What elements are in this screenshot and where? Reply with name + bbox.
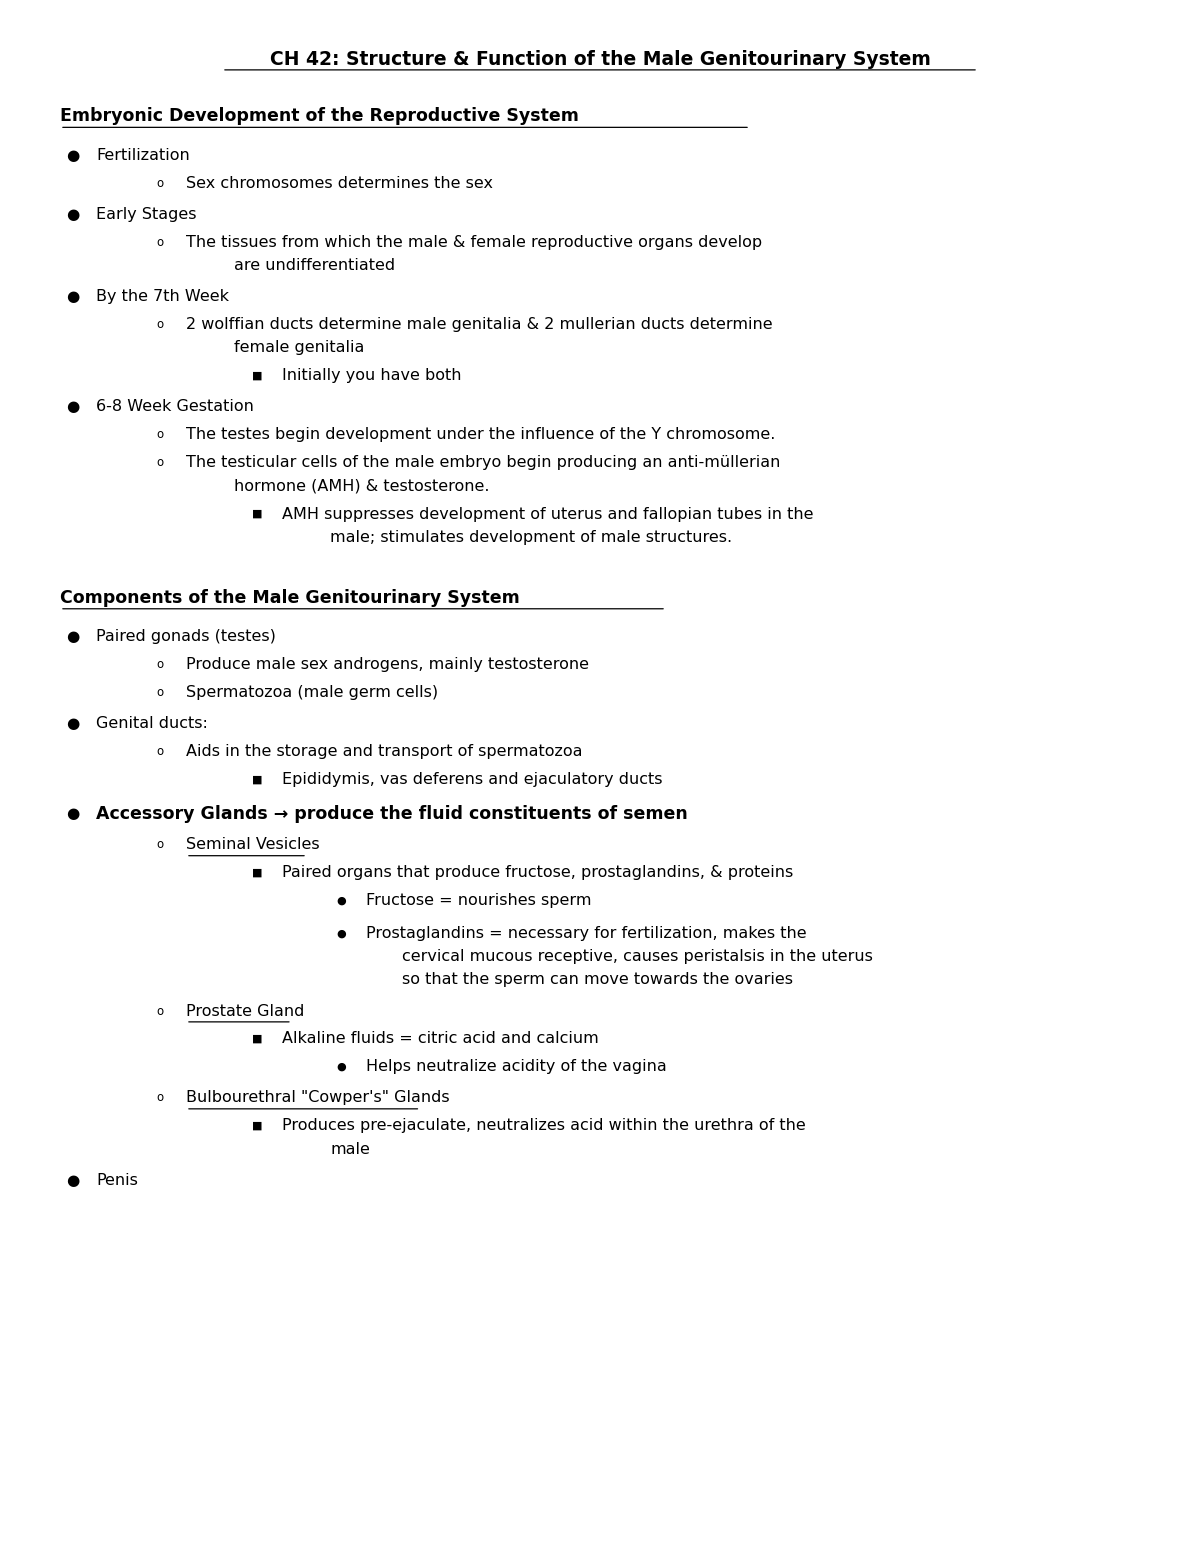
Text: Produce male sex androgens, mainly testosterone: Produce male sex androgens, mainly testo… [186,657,589,672]
Text: ■: ■ [252,1034,263,1044]
Text: Seminal Vesicles: Seminal Vesicles [186,837,319,853]
Text: 2 wolffian ducts determine male genitalia & 2 mullerian ducts determine: 2 wolffian ducts determine male genitali… [186,317,773,332]
Text: o: o [156,429,163,441]
Text: Initially you have both: Initially you have both [282,368,462,384]
Text: ●: ● [66,148,79,163]
Text: o: o [156,236,163,248]
Text: ●: ● [66,629,79,644]
Text: ■: ■ [252,509,263,519]
Text: o: o [156,1005,163,1017]
Text: male: male [330,1141,370,1157]
Text: o: o [156,457,163,469]
Text: Prostate Gland: Prostate Gland [186,1003,310,1019]
Text: o: o [156,839,163,851]
Text: Penis: Penis [96,1173,138,1188]
Text: ■: ■ [252,775,263,784]
Text: so that the sperm can move towards the ovaries: so that the sperm can move towards the o… [402,972,793,988]
Text: Early Stages: Early Stages [96,207,197,222]
Text: ●: ● [66,1173,79,1188]
Text: ●: ● [66,716,79,731]
Text: Accessory Glands → produce the fluid constituents of semen: Accessory Glands → produce the fluid con… [96,804,688,823]
Text: 6-8 Week Gestation: 6-8 Week Gestation [96,399,254,415]
Text: female genitalia: female genitalia [234,340,365,356]
Text: AMH suppresses development of uterus and fallopian tubes in the: AMH suppresses development of uterus and… [282,506,814,522]
Text: Helps neutralize acidity of the vagina: Helps neutralize acidity of the vagina [366,1059,667,1075]
Text: male; stimulates development of male structures.: male; stimulates development of male str… [330,530,732,545]
Text: ■: ■ [252,1121,263,1131]
Text: By the 7th Week: By the 7th Week [96,289,229,304]
Text: Aids in the storage and transport of spermatozoa: Aids in the storage and transport of spe… [186,744,582,759]
Text: Bulbourethral "Cowper's" Glands: Bulbourethral "Cowper's" Glands [186,1090,450,1106]
Text: Sex chromosomes determines the sex: Sex chromosomes determines the sex [186,175,493,191]
Text: o: o [156,318,163,331]
Text: Produces pre-ejaculate, neutralizes acid within the urethra of the: Produces pre-ejaculate, neutralizes acid… [282,1118,805,1134]
Text: cervical mucous receptive, causes peristalsis in the uterus: cervical mucous receptive, causes perist… [402,949,872,964]
Text: o: o [156,745,163,758]
Text: o: o [156,658,163,671]
Text: Fructose = nourishes sperm: Fructose = nourishes sperm [366,893,592,909]
Text: CH 42: Structure & Function of the Male Genitourinary System: CH 42: Structure & Function of the Male … [270,50,930,68]
Text: Epididymis, vas deferens and ejaculatory ducts: Epididymis, vas deferens and ejaculatory… [282,772,662,787]
Text: Paired gonads (testes): Paired gonads (testes) [96,629,276,644]
Text: Spermatozoa (male germ cells): Spermatozoa (male germ cells) [186,685,438,700]
Text: hormone (AMH) & testosterone.: hormone (AMH) & testosterone. [234,478,490,494]
Text: Alkaline fluids = citric acid and calcium: Alkaline fluids = citric acid and calciu… [282,1031,599,1047]
Text: Paired organs that produce fructose, prostaglandins, & proteins: Paired organs that produce fructose, pro… [282,865,793,881]
Text: ●: ● [66,806,79,822]
Text: o: o [156,1092,163,1104]
Text: ●: ● [336,1062,346,1072]
Text: The testes begin development under the influence of the Y chromosome.: The testes begin development under the i… [186,427,775,443]
Text: are undifferentiated: are undifferentiated [234,258,395,273]
Text: ■: ■ [252,868,263,877]
Text: The tissues from which the male & female reproductive organs develop: The tissues from which the male & female… [186,235,762,250]
Text: The testicular cells of the male embryo begin producing an anti-müllerian: The testicular cells of the male embryo … [186,455,780,471]
Text: ●: ● [66,207,79,222]
Text: o: o [156,686,163,699]
Text: Prostaglandins = necessary for fertilization, makes the: Prostaglandins = necessary for fertiliza… [366,926,806,941]
Text: Components of the Male Genitourinary System: Components of the Male Genitourinary Sys… [60,589,520,607]
Text: Fertilization: Fertilization [96,148,190,163]
Text: ●: ● [66,399,79,415]
Text: Genital ducts:: Genital ducts: [96,716,208,731]
Text: Embryonic Development of the Reproductive System: Embryonic Development of the Reproductiv… [60,107,578,126]
Text: ■: ■ [252,371,263,380]
Text: ●: ● [336,929,346,938]
Text: o: o [156,177,163,189]
Text: ●: ● [66,289,79,304]
Text: ●: ● [336,896,346,905]
